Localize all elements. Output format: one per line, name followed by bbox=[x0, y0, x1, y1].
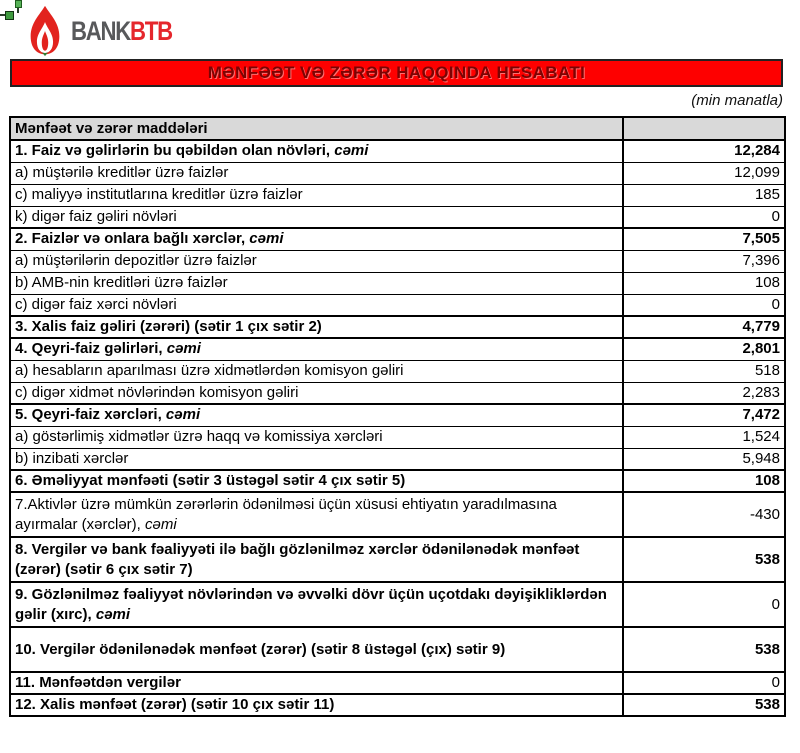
logo-text-bank: BANK bbox=[71, 15, 131, 46]
row-label: a) müştərilərin depozitlər üzrə faizlər bbox=[9, 249, 624, 273]
row-value: 108 bbox=[622, 469, 786, 493]
bank-btb-logo: BANKBTB bbox=[27, 5, 194, 57]
row-value: 538 bbox=[622, 693, 786, 717]
row-value: 4,779 bbox=[622, 315, 786, 339]
row-value: 5,948 bbox=[622, 447, 786, 471]
row-value: 12,284 bbox=[622, 139, 786, 163]
row-label: k) digər faiz gəliri növləri bbox=[9, 205, 624, 229]
bank-flame-icon bbox=[30, 5, 60, 57]
row-value: 518 bbox=[622, 359, 786, 383]
table-row: c) digər xidmət növlərindən komisyon gəl… bbox=[9, 381, 786, 405]
table-row: 9. Gözlənilməz fəaliyyət növlərindən və … bbox=[9, 581, 786, 628]
row-value: 0 bbox=[622, 671, 786, 695]
row-label: 3. Xalis faiz gəliri (zərəri) (sətir 1 ç… bbox=[9, 315, 624, 339]
table-row: 7.Aktivlər üzrə mümkün zərərlərin ödənil… bbox=[9, 491, 786, 538]
row-label: c) maliyyə institutlarına kreditlər üzrə… bbox=[9, 183, 624, 207]
row-value: 108 bbox=[622, 271, 786, 295]
row-value: 538 bbox=[622, 626, 786, 673]
row-value: 7,472 bbox=[622, 403, 786, 427]
table-row: 10. Vergilər ödənilənədək mənfəət (zərər… bbox=[9, 626, 786, 673]
table-row: b) AMB-nin kreditləri üzrə faizlər 108 bbox=[9, 271, 786, 295]
row-label: b) AMB-nin kreditləri üzrə faizlər bbox=[9, 271, 624, 295]
table-row: a) hesabların aparılması üzrə xidmətlərd… bbox=[9, 359, 786, 383]
table-row: a) müştərilə kreditlər üzrə faizlər 12,09… bbox=[9, 161, 786, 185]
row-label: 4. Qeyri-faiz gəlirləri, cəmi bbox=[9, 337, 624, 361]
row-label: 2. Faizlər və onlara bağlı xərclər, cəmi bbox=[9, 227, 624, 251]
report-table-body: 1. Faiz və gəlirlərin bu qəbildən olan n… bbox=[9, 139, 786, 717]
row-label-italic-suffix: cəmi bbox=[145, 515, 177, 533]
logo-text-btb: BTB bbox=[130, 15, 173, 46]
table-row: k) digər faiz gəliri növləri 0 bbox=[9, 205, 786, 229]
table-row: a) göstərlimiş xidmətlər üzrə haqq və ko… bbox=[9, 425, 786, 449]
row-label: 10. Vergilər ödənilənədək mənfəət (zərər… bbox=[9, 626, 624, 673]
table-row: 1. Faiz və gəlirlərin bu qəbildən olan n… bbox=[9, 139, 786, 163]
header-value-cell bbox=[622, 116, 786, 141]
row-label: c) digər xidmət növlərindən komisyon gəl… bbox=[9, 381, 624, 405]
row-value: 7,396 bbox=[622, 249, 786, 273]
units-note: (min manatla) bbox=[691, 92, 783, 109]
anchor-handle-icon bbox=[15, 0, 22, 8]
row-label: a) müştərilə kreditlər üzrə faizlər bbox=[9, 161, 624, 185]
anchor-dashed-line bbox=[17, 8, 19, 13]
row-label: 8. Vergilər və bank fəaliyyəti ilə bağlı… bbox=[9, 536, 624, 583]
row-value: 538 bbox=[622, 536, 786, 583]
table-row: c) maliyyə institutlarına kreditlər üzrə… bbox=[9, 183, 786, 207]
row-label-italic-suffix: cəmi bbox=[249, 230, 284, 248]
row-value: 12,099 bbox=[622, 161, 786, 185]
table-row: 2. Faizlər və onlara bağlı xərclər, cəmi… bbox=[9, 227, 786, 251]
row-label-italic-suffix: cəmi bbox=[166, 340, 201, 358]
row-value: 1,524 bbox=[622, 425, 786, 449]
row-label: 5. Qeyri-faiz xərcləri, cəmi bbox=[9, 403, 624, 427]
table-row: c) digər faiz xərci növləri 0 bbox=[9, 293, 786, 317]
row-label-italic-suffix: cəmi bbox=[95, 605, 131, 623]
row-value: 7,505 bbox=[622, 227, 786, 251]
row-label-italic-suffix: cəmi bbox=[334, 142, 369, 160]
row-label: a) hesabların aparılması üzrə xidmətlərd… bbox=[9, 359, 624, 383]
row-value: 0 bbox=[622, 581, 786, 628]
row-value: -430 bbox=[622, 491, 786, 538]
report-title-banner: MƏNFƏƏT VƏ ZƏRƏR HAQQINDA HESABATI bbox=[10, 59, 783, 87]
table-row: a) müştərilərin depozitlər üzrə faizlər 7… bbox=[9, 249, 786, 273]
row-value: 2,283 bbox=[622, 381, 786, 405]
row-label: 1. Faiz və gəlirlərin bu qəbildən olan n… bbox=[9, 139, 624, 163]
row-label: 11. Mənfəətdən vergilər bbox=[9, 671, 624, 695]
row-label: 7.Aktivlər üzrə mümkün zərərlərin ödənil… bbox=[9, 491, 624, 538]
row-value: 0 bbox=[622, 205, 786, 229]
row-value: 0 bbox=[622, 293, 786, 317]
header-items-cell: Mənfəət və zərər maddələri bbox=[9, 116, 624, 141]
profit-loss-table: Mənfəət və zərər maddələri 1. Faiz və gə… bbox=[9, 116, 786, 717]
row-label-italic-suffix: cəmi bbox=[165, 406, 201, 424]
anchor-dashed-line bbox=[0, 14, 5, 16]
table-header-row: Mənfəət və zərər maddələri bbox=[9, 116, 786, 141]
table-row: 5. Qeyri-faiz xərcləri, cəmi 7,472 bbox=[9, 403, 786, 427]
row-label: 12. Xalis mənfəət (zərər) (sətir 10 çıx … bbox=[9, 693, 624, 717]
row-label: c) digər faiz xərci növləri bbox=[9, 293, 624, 317]
row-value: 2,801 bbox=[622, 337, 786, 361]
row-value: 185 bbox=[622, 183, 786, 207]
row-label: a) göstərlimiş xidmətlər üzrə haqq və ko… bbox=[9, 425, 624, 449]
row-label: 9. Gözlənilməz fəaliyyət növlərindən və … bbox=[9, 581, 624, 628]
row-label: b) inzibati xərclər bbox=[9, 447, 624, 471]
report-title: MƏNFƏƏT VƏ ZƏRƏR HAQQINDA HESABATI bbox=[207, 63, 586, 82]
table-row: 11. Mənfəətdən vergilər 0 bbox=[9, 671, 786, 695]
row-label: 6. Əməliyyat mənfəəti (sətir 3 üstəgəl s… bbox=[9, 469, 624, 493]
anchor-handle-icon bbox=[5, 11, 14, 20]
table-row: 12. Xalis mənfəət (zərər) (sətir 10 çıx … bbox=[9, 693, 786, 717]
table-row: 6. Əməliyyat mənfəəti (sətir 3 üstəgəl s… bbox=[9, 469, 786, 493]
table-row: 8. Vergilər və bank fəaliyyəti ilə bağlı… bbox=[9, 536, 786, 583]
table-row: 4. Qeyri-faiz gəlirləri, cəmi 2,801 bbox=[9, 337, 786, 361]
table-row: 3. Xalis faiz gəliri (zərəri) (sətir 1 ç… bbox=[9, 315, 786, 339]
table-row: b) inzibati xərclər 5,948 bbox=[9, 447, 786, 471]
logo-wordmark: BANKBTB bbox=[71, 15, 173, 47]
